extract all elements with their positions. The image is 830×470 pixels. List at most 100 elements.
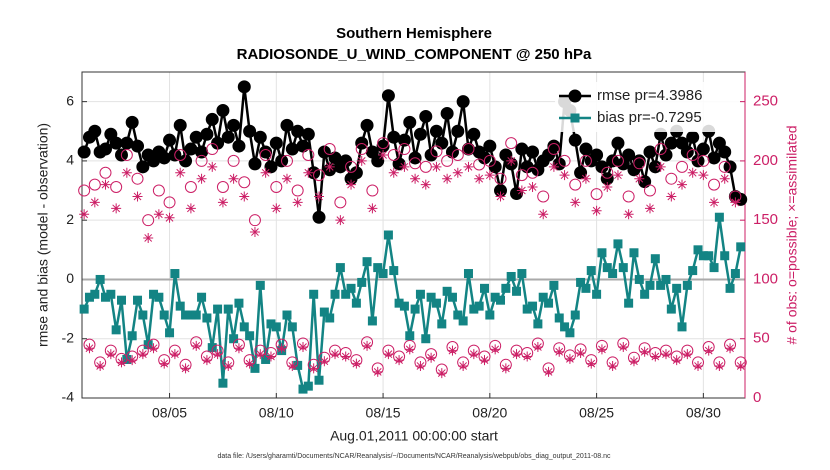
marker [398,143,411,156]
marker [95,360,106,371]
footnote: data file: /Users/gharamti/Documents/NCA… [217,453,611,460]
marker [575,347,586,358]
marker [618,342,629,353]
marker [372,366,383,377]
marker [285,142,299,156]
marker [244,358,255,369]
y2-tick-label: 50 [753,330,770,347]
y2-tick-label: 150 [753,211,778,228]
marker [340,351,351,362]
marker [197,292,207,302]
marker [296,139,310,153]
marker [355,143,368,156]
marker [383,230,393,240]
marker [360,118,374,132]
marker [346,283,356,293]
marker [697,154,710,167]
marker [554,346,565,357]
marker [501,283,511,293]
marker [127,331,137,341]
marker [484,170,495,181]
marker [152,184,165,197]
marker [280,118,294,132]
marker [528,301,538,311]
marker [639,346,650,357]
marker [445,145,459,159]
marker [313,169,326,182]
marker [719,173,730,184]
marker [319,356,330,367]
marker [533,319,543,329]
marker [591,205,602,216]
legend-box [555,82,740,132]
marker [479,355,490,366]
marker [153,209,164,220]
marker [618,263,628,273]
marker [238,176,251,189]
marker [399,161,410,172]
marker [602,263,612,273]
marker [207,161,218,172]
marker [538,209,549,220]
marker [163,133,177,147]
marker [301,127,315,141]
marker [163,196,176,209]
marker [292,197,303,208]
marker [100,292,110,302]
marker [426,352,437,363]
marker [291,124,305,138]
marker [447,345,458,356]
marker [447,292,457,302]
marker [656,280,666,290]
marker [89,197,100,208]
marker [298,384,308,394]
marker [227,154,240,167]
marker [474,173,485,184]
marker [276,343,287,354]
marker [601,166,614,179]
marker [686,130,700,144]
marker [205,112,219,126]
marker [302,148,315,161]
marker [314,375,324,385]
marker [579,142,593,156]
marker [479,283,489,293]
marker [628,356,639,367]
marker [547,139,561,153]
marker [559,170,570,181]
marker [387,148,400,161]
marker [366,184,379,197]
marker [90,289,100,299]
marker [409,157,422,170]
marker [709,263,719,273]
marker [186,310,196,320]
marker [330,349,341,360]
marker [100,179,111,190]
marker [568,133,582,147]
marker [730,269,740,279]
marker [136,160,150,174]
marker [173,118,187,132]
y2-tick-label: 250 [753,93,778,110]
marker [421,334,431,344]
y-tick-label: 6 [66,92,74,108]
marker [116,357,127,368]
marker [655,161,666,172]
marker [195,154,208,167]
y2-tick-label: 200 [753,152,778,169]
marker [165,328,175,338]
marker [718,145,732,159]
marker [632,154,646,168]
marker [79,209,90,220]
marker [413,127,427,141]
marker [261,354,271,364]
marker [483,139,497,153]
marker [494,172,507,185]
marker [282,310,292,320]
marker [714,212,724,222]
marker [720,251,730,261]
marker [442,173,453,184]
marker [522,304,532,314]
marker [718,160,731,173]
marker [654,143,667,156]
